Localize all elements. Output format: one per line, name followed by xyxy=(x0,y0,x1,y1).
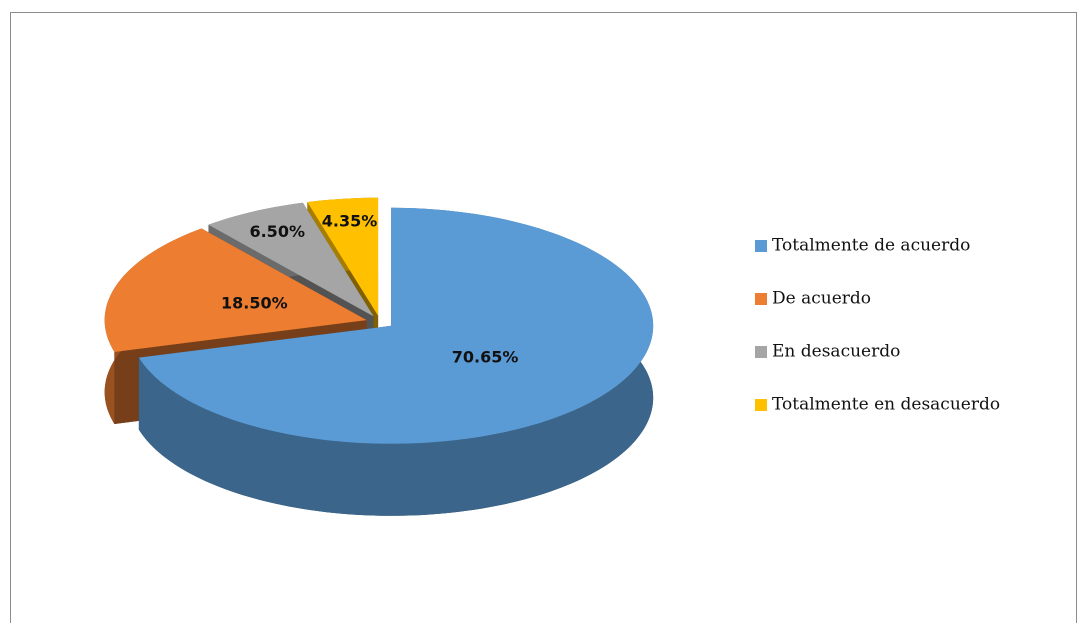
legend-label: En desacuerdo xyxy=(772,342,900,362)
legend-swatch xyxy=(755,240,767,252)
legend-swatch xyxy=(755,399,767,411)
slice-top xyxy=(307,197,379,316)
value-label: 6.50% xyxy=(249,222,305,241)
legend-label: Totalmente en desacuerdo xyxy=(772,395,1000,415)
value-label: 70.65% xyxy=(452,347,519,366)
value-label: 4.35% xyxy=(322,212,378,231)
legend-label: De acuerdo xyxy=(772,289,871,309)
slice-top xyxy=(138,207,654,444)
legend-swatch xyxy=(755,346,767,358)
slice-top xyxy=(208,202,374,317)
value-label: 18.50% xyxy=(221,293,288,312)
legend-swatch xyxy=(755,293,767,305)
slice xyxy=(138,207,654,516)
slice-top xyxy=(104,228,367,352)
legend-label: Totalmente de acuerdo xyxy=(772,236,970,256)
